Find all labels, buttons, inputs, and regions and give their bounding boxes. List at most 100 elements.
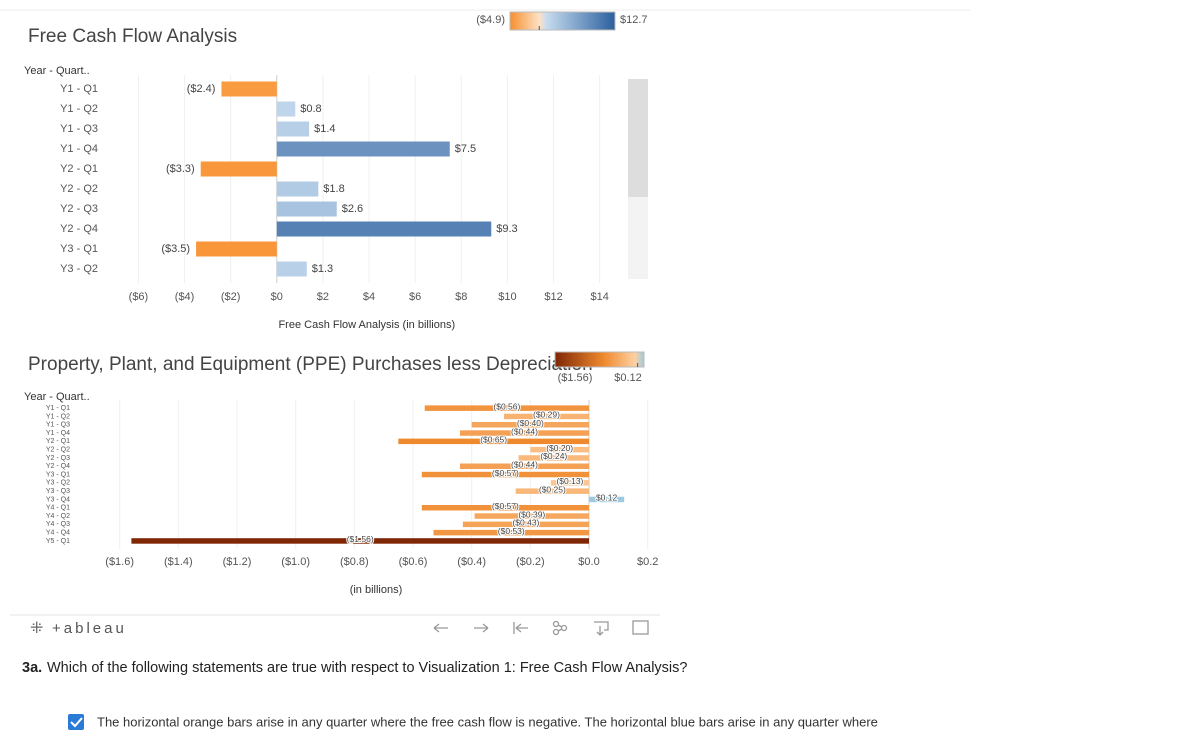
bar [276,221,492,237]
bar [276,141,450,157]
chart-title: Property, Plant, and Equipment (PPE) Pur… [28,354,593,375]
data-label: ($0.39) [518,509,545,519]
data-label: $2.6 [342,203,363,215]
y-tick-label: Y3 - Q2 [60,263,98,275]
x-tick-label: $0.2 [637,556,658,568]
data-label: $9.3 [496,223,517,235]
data-label: ($0.13) [556,476,583,486]
fullscreen-button[interactable] [632,620,649,635]
bar [550,480,589,486]
data-label: $7.5 [455,143,476,155]
x-tick-label: ($4) [175,291,195,303]
bar [459,463,589,469]
bar [530,446,589,453]
y-tick-label: Y5 - Q1 [46,538,70,545]
bar [421,471,589,478]
x-tick-label: $10 [498,291,516,303]
x-tick-label: $8 [455,291,467,303]
data-label: ($0.56) [493,401,520,411]
data-label: ($0.65) [480,435,507,445]
x-tick-label: $6 [409,291,421,303]
question-text: Which of the following statements are tr… [47,660,687,676]
bar [462,521,589,528]
y-tick-label: Y2 - Q2 [60,183,98,195]
bar [459,430,589,436]
x-tick-label: $0 [271,291,283,303]
toolbar-icons [433,620,649,636]
bar [398,438,589,445]
y-tick-label: Y3 - Q3 [46,488,70,495]
bar [421,505,589,511]
x-tick-label: $4 [363,291,375,303]
x-tick-label: ($0.8) [340,556,369,568]
x-tick-label: ($6) [129,291,149,303]
checkbox[interactable] [68,714,84,730]
bar [131,538,589,544]
legend-label: ($4.9) [476,14,505,26]
y-tick-label: Y3 - Q4 [46,496,70,503]
bar [276,121,310,137]
data-label: ($0.44) [511,460,538,470]
data-label: $0.8 [300,103,321,115]
y-tick-label: Y3 - Q1 [60,243,98,255]
y-tick-label: Y1 - Q4 [60,143,98,155]
redo-button[interactable] [474,623,489,633]
bar [221,81,277,97]
data-label: ($0.43) [512,518,539,528]
y-tick-label: Y2 - Q3 [46,455,70,462]
legend-label: $12.7 [620,14,648,26]
bar [433,529,589,536]
data-label: ($0.40) [517,418,544,428]
data-label: ($0.53) [498,526,525,536]
data-label: ($0.25) [539,484,566,494]
revert-button[interactable] [513,622,528,634]
bar [276,261,307,277]
x-tick-label: ($1.0) [281,556,310,568]
y-tick-label: Y4 - Q2 [46,513,70,520]
bar [515,488,589,494]
data-label: $1.8 [323,183,344,195]
data-label: $1.3 [312,263,333,275]
tableau-logo: +ableau [52,620,127,637]
x-axis-title: Free Cash Flow Analysis (in billions) [278,319,455,331]
x-tick-label: $0.0 [578,556,599,568]
data-label: ($1.56) [347,534,374,544]
x-tick-label: ($0.4) [457,556,486,568]
x-tick-label: ($2) [221,291,241,303]
y-tick-label: Y3 - Q1 [46,471,70,478]
y-header: Year - Quart.. [24,65,90,77]
y-tick-label: Y2 - Q3 [60,203,98,215]
x-tick-label: $14 [590,291,608,303]
data-label: ($0.29) [533,410,560,420]
bar [200,161,277,177]
question-number: 3a. [22,660,42,676]
color-legend [554,351,645,368]
y-tick-label: Y1 - Q2 [60,103,98,115]
y-tick-label: Y2 - Q2 [46,446,70,453]
x-tick-label: $2 [317,291,329,303]
y-tick-label: Y4 - Q3 [46,521,70,528]
x-tick-label: ($1.4) [164,556,193,568]
bar [474,513,589,519]
tableau-icon: ⁜ [30,620,43,637]
x-tick-label: ($1.6) [105,556,134,568]
y-tick-label: Y3 - Q2 [46,480,70,487]
scrollbar-thumb[interactable] [628,79,648,197]
y-tick-label: Y2 - Q1 [60,163,98,175]
color-legend [509,11,616,31]
data-label: ($2.4) [187,83,216,95]
y-tick-label: Y1 - Q3 [60,123,98,135]
y-header: Year - Quart.. [24,391,90,403]
chart-title: Free Cash Flow Analysis [28,26,237,47]
y-tick-label: Y2 - Q4 [60,223,98,235]
x-axis-title: (in billions) [350,584,403,596]
bar [196,241,277,257]
x-tick-label: $12 [544,291,562,303]
bar [589,496,625,503]
data-label: ($0.57) [492,468,519,478]
y-tick-label: Y1 - Q4 [46,430,70,437]
undo-button[interactable] [433,623,448,633]
y-tick-label: Y1 - Q1 [60,83,98,95]
download-button[interactable] [594,621,609,636]
